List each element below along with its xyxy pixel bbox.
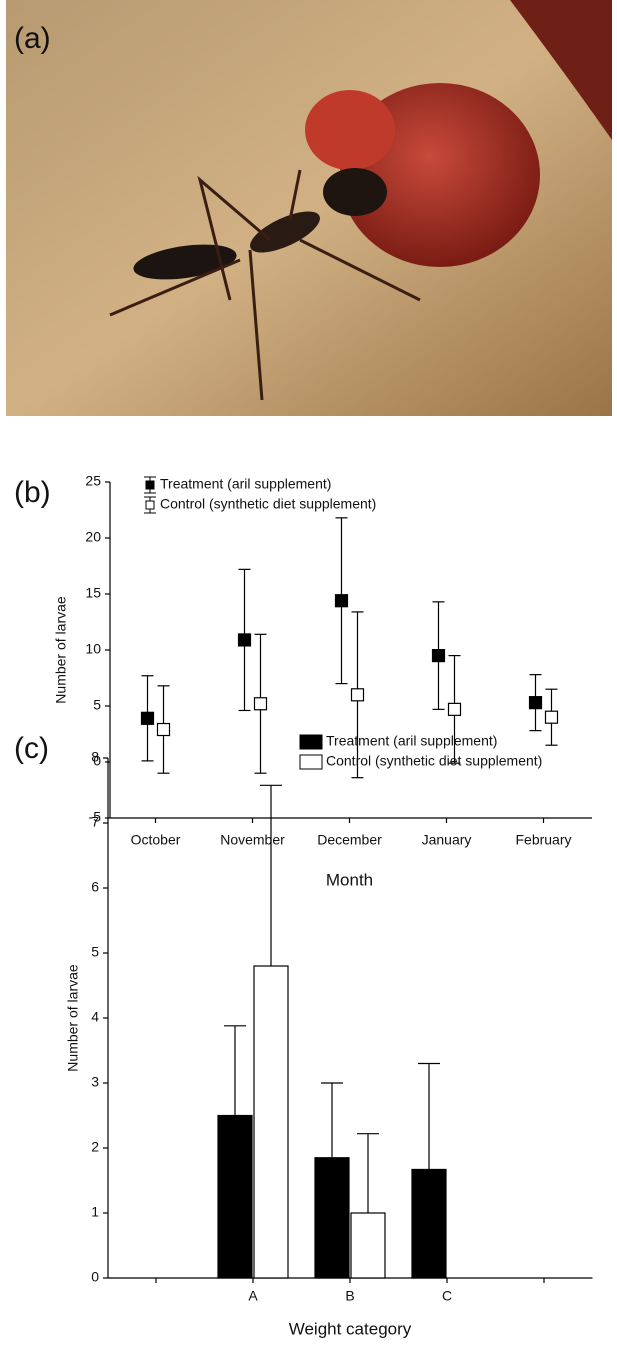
legend-swatch	[299, 734, 323, 750]
photo-shadow	[510, 0, 612, 140]
panel-label: (a)	[14, 22, 51, 55]
legend-swatch	[299, 754, 323, 770]
x-tick-label: January	[422, 832, 472, 848]
point	[237, 633, 252, 647]
point	[431, 648, 446, 663]
legend-swatch	[145, 500, 155, 510]
x-tick-label: October	[131, 832, 181, 848]
y-axis-label: Number of larvae	[53, 596, 69, 704]
ant-legs	[109, 169, 421, 401]
point	[447, 702, 462, 716]
x-tick-label: B	[345, 1288, 354, 1304]
x-tick-label: A	[248, 1288, 258, 1304]
x-tick-label: C	[442, 1288, 452, 1304]
point	[253, 697, 268, 711]
photo: (a)	[6, 0, 612, 416]
x-axis-label: Weight category	[289, 1319, 412, 1338]
bar	[411, 1168, 447, 1279]
y-tick-label: 8	[91, 749, 99, 765]
y-tick-label: 15	[85, 585, 101, 601]
ant-head	[323, 168, 387, 216]
panel-label: (b)	[14, 476, 51, 509]
legend-label: Control (synthetic diet supplement)	[160, 496, 376, 512]
x-tick-label: November	[220, 832, 285, 848]
bar	[217, 1114, 253, 1279]
point	[350, 688, 365, 702]
x-axis-label: Month	[326, 870, 373, 889]
y-tick-label: 1	[91, 1204, 99, 1220]
y-tick-label: 10	[85, 641, 101, 657]
legend-label: Control (synthetic diet supplement)	[326, 753, 542, 769]
x-tick-label: December	[317, 832, 382, 848]
point	[334, 594, 349, 608]
x-tick-label: February	[515, 832, 571, 848]
aril-flesh	[305, 90, 395, 170]
panel-label: (c)	[14, 732, 49, 765]
y-tick-label: 5	[91, 944, 99, 960]
y-tick-label: 3	[91, 1074, 99, 1090]
legend-label: Treatment (aril supplement)	[160, 476, 331, 492]
bar	[350, 1212, 386, 1279]
point	[528, 696, 543, 710]
y-tick-label: 5	[93, 697, 101, 713]
bar	[314, 1157, 350, 1279]
ant-gaster	[133, 244, 237, 280]
legend-label: Treatment (aril supplement)	[326, 733, 497, 749]
point	[544, 710, 559, 724]
ant-thorax	[250, 211, 320, 253]
bar	[253, 965, 289, 1279]
y-tick-label: 0	[93, 753, 101, 769]
y-tick-label: 4	[91, 1009, 99, 1025]
y-tick-label: 6	[91, 879, 99, 895]
point	[140, 711, 155, 725]
y-tick-label: 2	[91, 1139, 99, 1155]
y-tick-label: 0	[91, 1269, 99, 1285]
y-tick-label: -5	[89, 809, 102, 825]
y-tick-label: 20	[85, 529, 101, 545]
y-tick-label: 7	[91, 814, 99, 830]
y-axis-label: Number of larvae	[65, 964, 81, 1072]
legend-swatch	[145, 480, 155, 490]
point	[156, 722, 171, 737]
y-tick-label: 25	[85, 473, 101, 489]
